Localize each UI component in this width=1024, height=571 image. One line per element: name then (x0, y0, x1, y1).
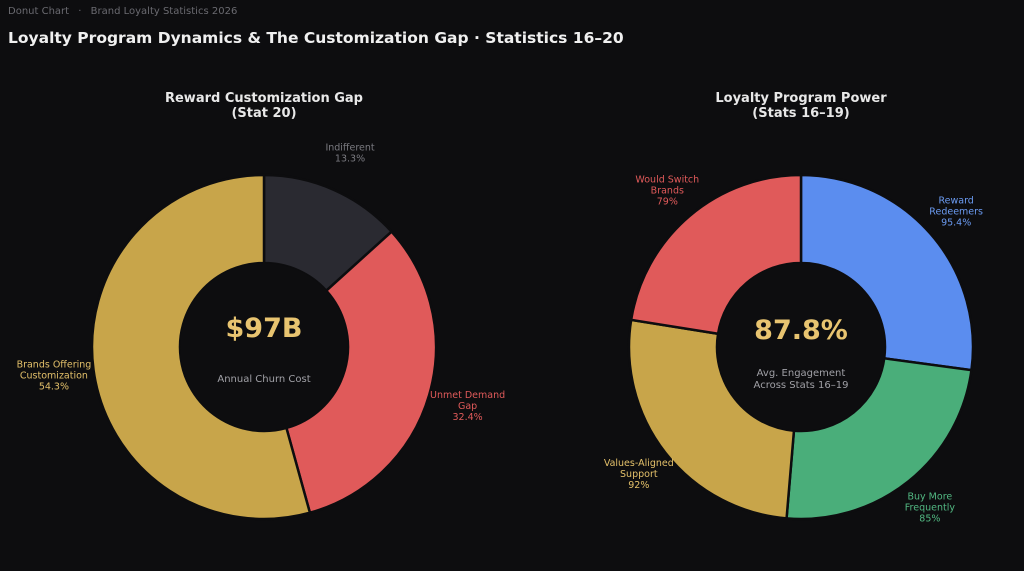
slice-label-line: Customization (20, 371, 88, 382)
chart-title: Reward Customization Gap (Stat 20) (165, 91, 363, 121)
center-caption: Annual Churn Cost (217, 374, 310, 385)
slice-label: Unmet Demand Gap 32.4% (430, 390, 505, 423)
center-value: $97B (226, 313, 303, 344)
breadcrumb-item-dataset: Brand Loyalty Statistics 2026 (90, 6, 238, 17)
donut-chart-customization: Reward Customization Gap (Stat 20) Indiffe… (17, 91, 505, 521)
slice-label-line: Would Switch (635, 174, 699, 185)
slice-label-line: 79% (657, 196, 678, 207)
slice-label-line: 54.3% (39, 382, 69, 393)
center-caption-line: Avg. Engagement (757, 368, 846, 379)
breadcrumb: Donut Chart · Brand Loyalty Statistics 2… (8, 6, 237, 17)
slice-label: Values-Aligned Support 92% (604, 458, 674, 491)
slice-label: Buy More Frequently 85% (905, 492, 956, 525)
slice-label-line: Brands Offering (17, 360, 92, 371)
breadcrumb-item-chart-type: Donut Chart (8, 6, 70, 17)
chart-title-line: (Stats 16–19) (752, 106, 849, 121)
donut-hole (180, 263, 348, 431)
slice-label-line: Gap (458, 401, 477, 412)
donut-chart-loyalty: Loyalty Program Power (Stats 16–19) Reward… (604, 91, 983, 525)
slice-label-line: 32.4% (452, 412, 482, 423)
slice-label: Indifferent 13.3% (325, 143, 374, 165)
slice-label-line: Redeemers (929, 206, 983, 217)
breadcrumb-separator: · (78, 6, 82, 17)
slice-label-line: Support (620, 469, 658, 480)
slice-label-line: 13.3% (335, 154, 365, 165)
slice-label-line: Frequently (905, 503, 956, 514)
page-title: Loyalty Program Dynamics & The Customiza… (8, 29, 624, 47)
slice-label-line: Brands (651, 185, 684, 196)
slice-label: Would Switch Brands 79% (635, 174, 699, 207)
slice-label-line: Reward (938, 195, 973, 206)
donut-hole (717, 263, 885, 431)
chart-title-line: Reward Customization Gap (165, 91, 363, 106)
slice-label-line: Indifferent (325, 143, 374, 154)
slice-label-line: 85% (919, 514, 940, 525)
center-caption-line: Annual Churn Cost (217, 374, 310, 385)
slice-label-line: 95.4% (941, 217, 971, 228)
slice-label-line: Values-Aligned (604, 458, 674, 469)
center-value: 87.8% (754, 315, 848, 346)
slice-label-line: Buy More (908, 492, 953, 503)
slice-label-line: Unmet Demand (430, 390, 505, 401)
chart-title: Loyalty Program Power (Stats 16–19) (715, 91, 887, 121)
chart-title-line: (Stat 20) (231, 106, 296, 121)
slice-label: Reward Redeemers 95.4% (929, 195, 983, 228)
slice-label: Brands Offering Customization 54.3% (17, 360, 92, 393)
slice-label-line: 92% (628, 480, 649, 491)
center-caption: Avg. Engagement Across Stats 16–19 (754, 368, 849, 391)
center-caption-line: Across Stats 16–19 (754, 380, 849, 391)
chart-title-line: Loyalty Program Power (715, 91, 887, 106)
